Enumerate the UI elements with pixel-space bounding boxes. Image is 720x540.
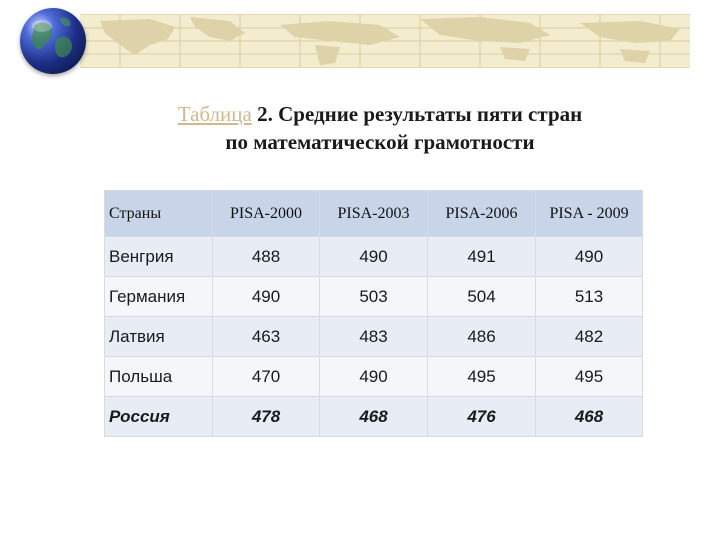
score-cell: 476 [427,396,536,437]
world-map-banner [80,14,690,68]
title-link[interactable]: Таблица [177,102,252,126]
score-cell: 491 [427,236,536,277]
title-line-2: по математической грамотности [225,130,535,154]
title-line-1: Таблица 2. Средние результаты пяти стран [0,100,720,128]
score-cell: 488 [212,236,320,277]
table-header-row: Страны PISA-2000 PISA-2003 PISA-2006 PIS… [104,190,643,237]
country-cell: Польша [104,356,213,397]
score-cell: 490 [319,356,428,397]
column-header-pisa-2003: PISA-2003 [319,190,428,237]
score-cell: 490 [535,236,643,277]
score-cell: 513 [535,276,643,317]
table-row-latvia: Латвия 463 483 486 482 [104,316,643,357]
table-row-germany: Германия 490 503 504 513 [104,276,643,317]
title-line-1-text: 2. Средние результаты пяти стран [251,102,583,126]
score-cell: 490 [212,276,320,317]
score-cell: 503 [319,276,428,317]
score-cell: 486 [427,316,536,357]
score-cell: 483 [319,316,428,357]
table-row-poland: Польша 470 490 495 495 [104,356,643,397]
score-cell: 482 [535,316,643,357]
table-row-hungary: Венгрия 488 490 491 490 [104,236,643,277]
score-cell: 468 [319,396,428,437]
country-cell: Россия [104,396,213,437]
score-cell: 504 [427,276,536,317]
column-header-pisa-2000: PISA-2000 [212,190,320,237]
score-cell: 478 [212,396,320,437]
country-cell: Германия [104,276,213,317]
table-row-russia: Россия 478 468 476 468 [104,396,643,437]
page-title: Таблица 2. Средние результаты пяти стран… [0,100,720,156]
column-header-pisa-2006: PISA-2006 [427,190,536,237]
score-cell: 495 [535,356,643,397]
country-cell: Венгрия [104,236,213,277]
score-cell: 490 [319,236,428,277]
score-cell: 470 [212,356,320,397]
results-table: Страны PISA-2000 PISA-2003 PISA-2006 PIS… [104,190,643,437]
column-header-pisa-2009: PISA - 2009 [535,190,643,237]
score-cell: 468 [535,396,643,437]
column-header-countries: Страны [104,190,213,237]
globe-icon [20,8,86,74]
score-cell: 495 [427,356,536,397]
country-cell: Латвия [104,316,213,357]
score-cell: 463 [212,316,320,357]
world-map-banner-icon [80,15,690,67]
